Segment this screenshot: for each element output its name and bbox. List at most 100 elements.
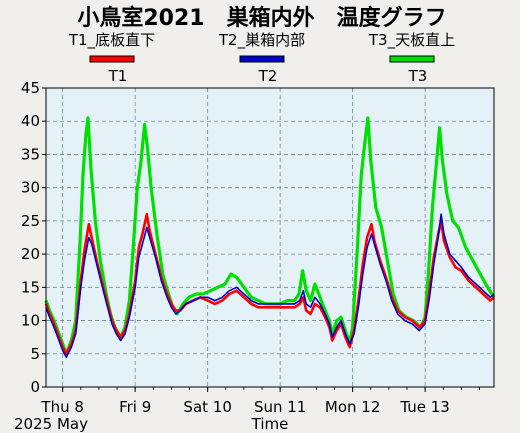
data-point-t1	[141, 233, 143, 235]
data-point-t2	[324, 313, 326, 315]
data-point-t3	[257, 300, 259, 302]
data-point-t3	[465, 246, 467, 249]
data-point-t2	[344, 333, 346, 335]
data-point-t3	[352, 326, 354, 328]
data-point-t2	[138, 256, 140, 258]
data-point-t2	[70, 346, 72, 348]
data-point-t2	[433, 263, 435, 265]
data-point-t2	[310, 306, 312, 308]
plot-area	[46, 88, 494, 387]
data-point-t2	[128, 316, 130, 318]
data-point-t2	[236, 286, 238, 288]
data-point-t2	[460, 266, 462, 268]
data-point-t1	[228, 293, 230, 295]
y-tick-label: 20	[21, 245, 40, 263]
data-point-t3	[79, 240, 81, 242]
data-point-t2	[257, 303, 259, 305]
data-point-t1	[299, 303, 301, 305]
data-point-t3	[87, 117, 89, 119]
data-point-t2	[305, 303, 307, 305]
x-axis-label: Time	[251, 415, 289, 433]
data-point-t3	[364, 140, 366, 142]
data-point-t3	[195, 293, 197, 295]
data-point-t3	[182, 303, 184, 305]
data-point-t3	[457, 226, 460, 229]
data-point-t3	[360, 173, 362, 175]
data-point-t2	[379, 263, 381, 265]
data-point-t2	[207, 296, 209, 298]
data-point-t1	[468, 280, 470, 282]
data-point-t1	[250, 303, 252, 305]
data-point-t2	[475, 283, 477, 285]
data-point-t1	[207, 300, 209, 302]
data-point-t1	[404, 316, 406, 318]
data-point-t3	[319, 296, 321, 298]
data-point-t1	[331, 339, 333, 342]
data-point-t2	[440, 213, 442, 215]
data-point-t1	[265, 306, 267, 308]
data-point-t2	[353, 333, 355, 335]
data-point-t2	[468, 276, 470, 278]
data-point-t1	[83, 250, 85, 252]
data-point-t2	[49, 316, 51, 318]
data-point-t3	[340, 316, 342, 318]
y-tick-label: 10	[21, 312, 40, 330]
data-point-t2	[199, 296, 201, 298]
data-point-t3	[479, 273, 481, 275]
data-point-t2	[166, 296, 168, 298]
data-point-t3	[441, 160, 444, 162]
data-point-t2	[228, 290, 230, 292]
data-point-t2	[65, 356, 67, 358]
data-point-t2	[443, 233, 445, 235]
data-point-t2	[243, 293, 245, 295]
data-point-t1	[460, 270, 462, 272]
data-point-t2	[319, 303, 321, 305]
x-tick-label: Fri 9	[119, 398, 151, 416]
data-point-t3	[286, 300, 288, 302]
legend-key-t3: T3	[408, 67, 428, 85]
legend-swatch-t3	[389, 55, 435, 63]
data-point-t2	[62, 349, 64, 352]
data-point-t3	[310, 300, 312, 302]
data-point-t2	[75, 333, 77, 335]
data-point-t1	[443, 240, 445, 242]
y-tick-label: 25	[21, 212, 40, 230]
data-point-t2	[366, 246, 368, 249]
data-point-t3	[162, 273, 164, 275]
data-point-t1	[305, 310, 307, 312]
data-point-t3	[250, 296, 252, 298]
data-point-t3	[90, 167, 92, 169]
data-point-t3	[230, 273, 232, 275]
data-point-t2	[175, 313, 177, 315]
y-tick-label: 35	[21, 145, 40, 163]
legend-title-t1: T1_底板直下	[68, 31, 155, 50]
data-point-t2	[149, 236, 151, 239]
data-point-t2	[91, 243, 93, 245]
data-point-t2	[265, 303, 267, 305]
data-point-t2	[221, 296, 223, 298]
data-point-t1	[349, 346, 351, 348]
data-point-t1	[221, 300, 223, 302]
x-axis: Thu 8 Fri 9 Sat 10 Sun 11 Mon 12 Tue 13	[40, 387, 480, 416]
data-point-t2	[250, 300, 252, 302]
data-point-t1	[115, 329, 117, 332]
data-point-t3	[99, 260, 101, 262]
legend-swatch-t1	[89, 55, 135, 63]
data-point-t2	[489, 296, 491, 298]
x-date-label: 2025 May	[14, 415, 88, 433]
data-point-t3	[144, 123, 146, 126]
data-point-t3	[314, 283, 316, 285]
data-point-t2	[80, 286, 82, 288]
data-point-t1	[370, 223, 373, 225]
data-point-t2	[107, 306, 109, 308]
data-point-t3	[146, 147, 149, 149]
chart-title: 小鳥室2021 巣箱内外 温度グラフ	[77, 5, 446, 31]
y-tick-label: 30	[21, 179, 40, 197]
data-point-t2	[373, 243, 375, 245]
data-point-t2	[53, 326, 55, 328]
data-point-t2	[279, 303, 281, 305]
data-point-t1	[170, 303, 172, 305]
legend-key-t1: T1	[108, 67, 128, 85]
data-point-t2	[302, 290, 304, 292]
